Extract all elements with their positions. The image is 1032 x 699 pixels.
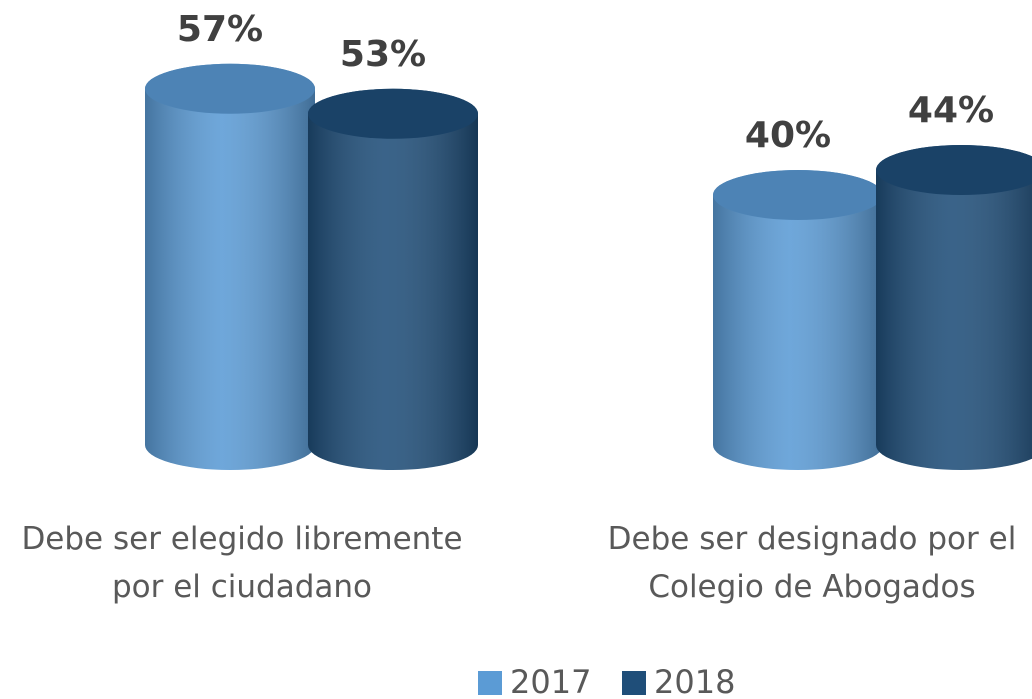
cylinder-shade <box>145 63 315 470</box>
cylinder-top <box>145 63 315 114</box>
category-label: Debe ser elegido libremente por el ciuda… <box>21 521 463 605</box>
cylinder <box>145 63 315 470</box>
cylinder <box>308 88 478 470</box>
value-label: 44% <box>908 90 994 131</box>
legend-label: 2017 <box>510 663 591 699</box>
cylinder <box>876 145 1032 470</box>
value-label: 57% <box>177 9 263 50</box>
cylinder-shade <box>713 170 883 470</box>
cylinder-top <box>713 170 883 220</box>
cylinder-top <box>308 88 478 139</box>
legend-swatch <box>478 671 502 695</box>
cylinder-top-shade <box>308 88 478 139</box>
cylinder-shade <box>308 88 478 470</box>
legend-swatch <box>622 671 646 695</box>
cylinder-top-shade <box>876 145 1032 195</box>
value-label: 40% <box>745 115 831 156</box>
value-label: 53% <box>340 34 426 75</box>
cylinder <box>713 170 883 470</box>
cylinder-top-shade <box>145 63 315 114</box>
cylinder-top-shade <box>713 170 883 220</box>
cylinder-top <box>876 145 1032 195</box>
cylinder-shade <box>876 145 1032 470</box>
category-label: Debe ser designado por el Colegio de Abo… <box>607 521 1017 605</box>
legend-label: 2018 <box>654 663 735 699</box>
